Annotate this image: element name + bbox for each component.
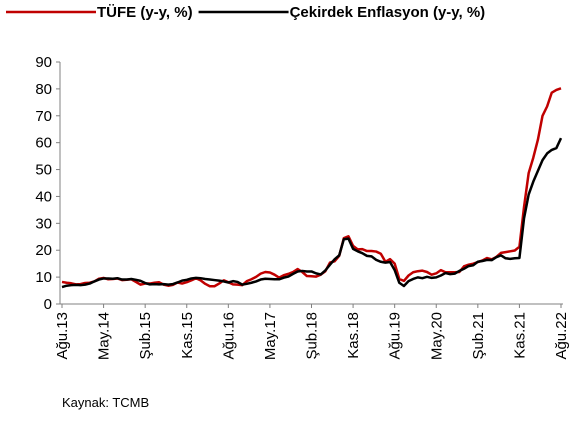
x-tick-label: Ağu.19 (387, 312, 404, 360)
x-tick-label: Kas.18 (345, 312, 362, 359)
x-tick-label: May.20 (428, 312, 445, 360)
y-tick-label: 60 (35, 135, 52, 152)
y-tick-label: 10 (35, 269, 52, 286)
legend-label: Çekirdek Enflasyon (y-y, %) (290, 4, 486, 21)
x-tick-label: May.17 (262, 312, 279, 360)
x-tick-label: Şub.15 (137, 312, 154, 360)
y-tick-label: 0 (44, 296, 52, 313)
series-line (61, 87, 562, 288)
x-tick-label: Ağu.13 (54, 312, 71, 360)
x-tick-label: Kas.15 (179, 312, 196, 359)
y-tick-label: 40 (35, 188, 52, 205)
x-tick-label: Ağu.22 (553, 312, 570, 360)
y-tick-label: 50 (35, 162, 52, 179)
y-tick-label: 20 (35, 242, 52, 259)
x-tick-label: Şub.18 (304, 312, 321, 360)
legend-label: TÜFE (y-y, %) (97, 4, 193, 21)
y-tick-label: 90 (35, 54, 52, 71)
x-tick-label: Kas.21 (511, 312, 528, 359)
series-line (61, 137, 563, 289)
x-tick-label: Şub.21 (470, 312, 487, 360)
x-tick-label: May.14 (96, 312, 113, 360)
y-tick-label: 80 (35, 81, 52, 98)
y-tick-label: 30 (35, 215, 52, 232)
source: Kaynak: TCMB (62, 395, 149, 410)
x-tick-label: Ağu.16 (220, 312, 237, 360)
y-tick-label: 70 (35, 108, 52, 125)
